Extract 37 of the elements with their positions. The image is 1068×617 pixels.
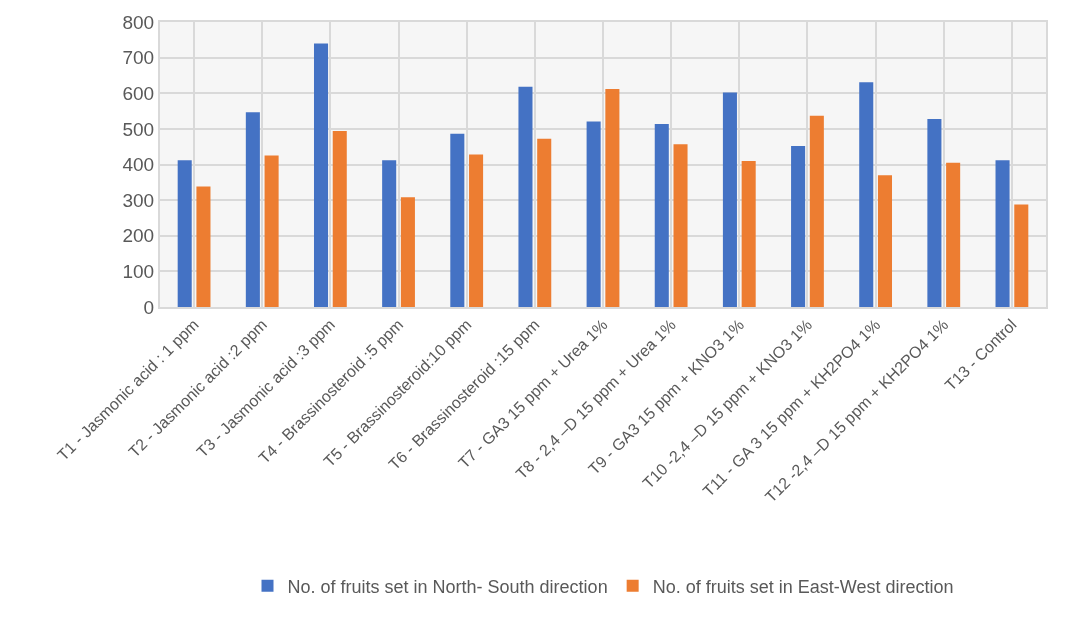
bar — [927, 118, 942, 307]
bar — [654, 123, 669, 307]
bar — [400, 197, 415, 307]
legend-label: No. of fruits set in East-West direction — [652, 576, 954, 597]
y-tick-label: 600 — [122, 82, 155, 104]
bar — [946, 162, 961, 307]
bar — [245, 112, 260, 307]
bar — [469, 154, 484, 307]
bar — [995, 160, 1010, 307]
y-tick-label: 800 — [122, 11, 155, 33]
y-tick-label: 300 — [122, 189, 155, 211]
y-tick-label: 500 — [122, 118, 155, 140]
y-tick-label: 700 — [122, 47, 155, 69]
bar — [332, 131, 347, 307]
y-tick-label: 400 — [122, 154, 155, 176]
bar — [264, 155, 279, 307]
bar — [313, 43, 329, 307]
y-tick-label: 100 — [122, 261, 155, 283]
bar — [382, 160, 397, 307]
bar — [722, 92, 737, 307]
bar — [450, 133, 465, 307]
bar — [859, 82, 874, 307]
bar — [1014, 204, 1029, 307]
bar — [586, 121, 601, 307]
bar — [537, 138, 552, 307]
bar — [877, 175, 893, 307]
bar — [791, 145, 806, 307]
bar — [518, 86, 533, 307]
bar — [605, 88, 620, 307]
bar — [673, 144, 688, 307]
bar — [741, 160, 756, 307]
bar — [196, 186, 211, 307]
legend-label: No. of fruits set in North- South direction — [287, 576, 608, 597]
y-tick-label: 0 — [143, 296, 155, 318]
bar — [809, 115, 824, 307]
y-tick-label: 200 — [122, 225, 155, 247]
bar — [177, 160, 192, 307]
